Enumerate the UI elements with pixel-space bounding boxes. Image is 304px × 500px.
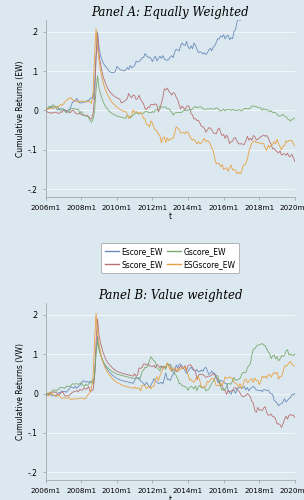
X-axis label: t: t	[169, 212, 172, 221]
X-axis label: t: t	[169, 495, 172, 500]
Legend: Escore_EW, Sscore_EW, Gscore_EW, ESGscore_EW: Escore_EW, Sscore_EW, Gscore_EW, ESGscor…	[101, 244, 240, 272]
Y-axis label: Cumulative Returns (VW): Cumulative Returns (VW)	[16, 343, 25, 440]
Title: Panel B: Value weighted: Panel B: Value weighted	[98, 289, 243, 302]
Y-axis label: Cumulative Returns (EW): Cumulative Returns (EW)	[16, 60, 25, 156]
Title: Panel A: Equally Weighted: Panel A: Equally Weighted	[92, 6, 249, 19]
